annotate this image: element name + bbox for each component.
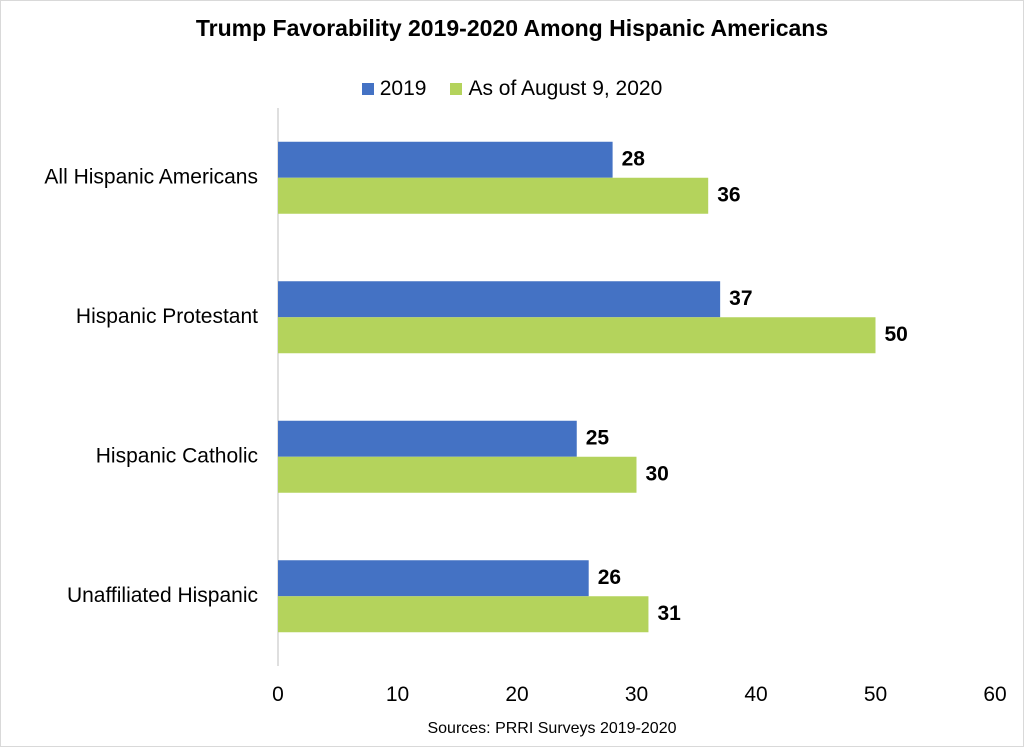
category-label: Hispanic Protestant — [76, 305, 258, 328]
legend-swatch-2019 — [361, 83, 374, 95]
chart-title: Trump Favorability 2019-2020 Among Hispa… — [195, 15, 829, 41]
x-tick-label: 30 — [625, 683, 648, 706]
data-label: 37 — [729, 287, 752, 310]
bar-2019 — [278, 560, 589, 597]
bar-2019 — [278, 141, 613, 178]
legend-item-2020: As of August 9, 2020 — [450, 77, 662, 101]
x-tick-label: 40 — [744, 683, 767, 706]
bar-2019 — [278, 281, 721, 318]
data-label: 50 — [885, 323, 908, 346]
data-label: 36 — [717, 183, 740, 206]
legend-swatch-2020 — [450, 83, 463, 95]
category-label: All Hispanic Americans — [44, 165, 258, 188]
x-tick-label: 50 — [864, 683, 887, 706]
data-label: 31 — [657, 602, 681, 625]
bar-2020 — [278, 456, 637, 493]
chart-legend: 2019 As of August 9, 2020 — [1, 77, 1023, 101]
x-tick-label: 10 — [386, 683, 409, 706]
bar-2020 — [278, 317, 876, 354]
legend-item-2019: 2019 — [361, 77, 427, 101]
bar-2020 — [278, 596, 649, 633]
legend-label-2020: As of August 9, 2020 — [468, 77, 663, 100]
category-label: Hispanic Catholic — [96, 444, 258, 467]
x-tick-label: 60 — [983, 683, 1006, 706]
data-label: 25 — [586, 426, 610, 449]
data-label: 30 — [646, 462, 669, 485]
source-note: Sources: PRRI Surveys 2019-2020 — [427, 720, 677, 737]
x-tick-label: 20 — [505, 683, 528, 706]
x-tick-label: 0 — [272, 683, 284, 706]
legend-label-2019: 2019 — [379, 77, 427, 100]
data-label: 26 — [598, 566, 621, 589]
bar-2020 — [278, 177, 709, 214]
category-label: Unaffiliated Hispanic — [67, 584, 258, 607]
bar-2019 — [278, 420, 577, 457]
data-label: 28 — [622, 147, 646, 170]
